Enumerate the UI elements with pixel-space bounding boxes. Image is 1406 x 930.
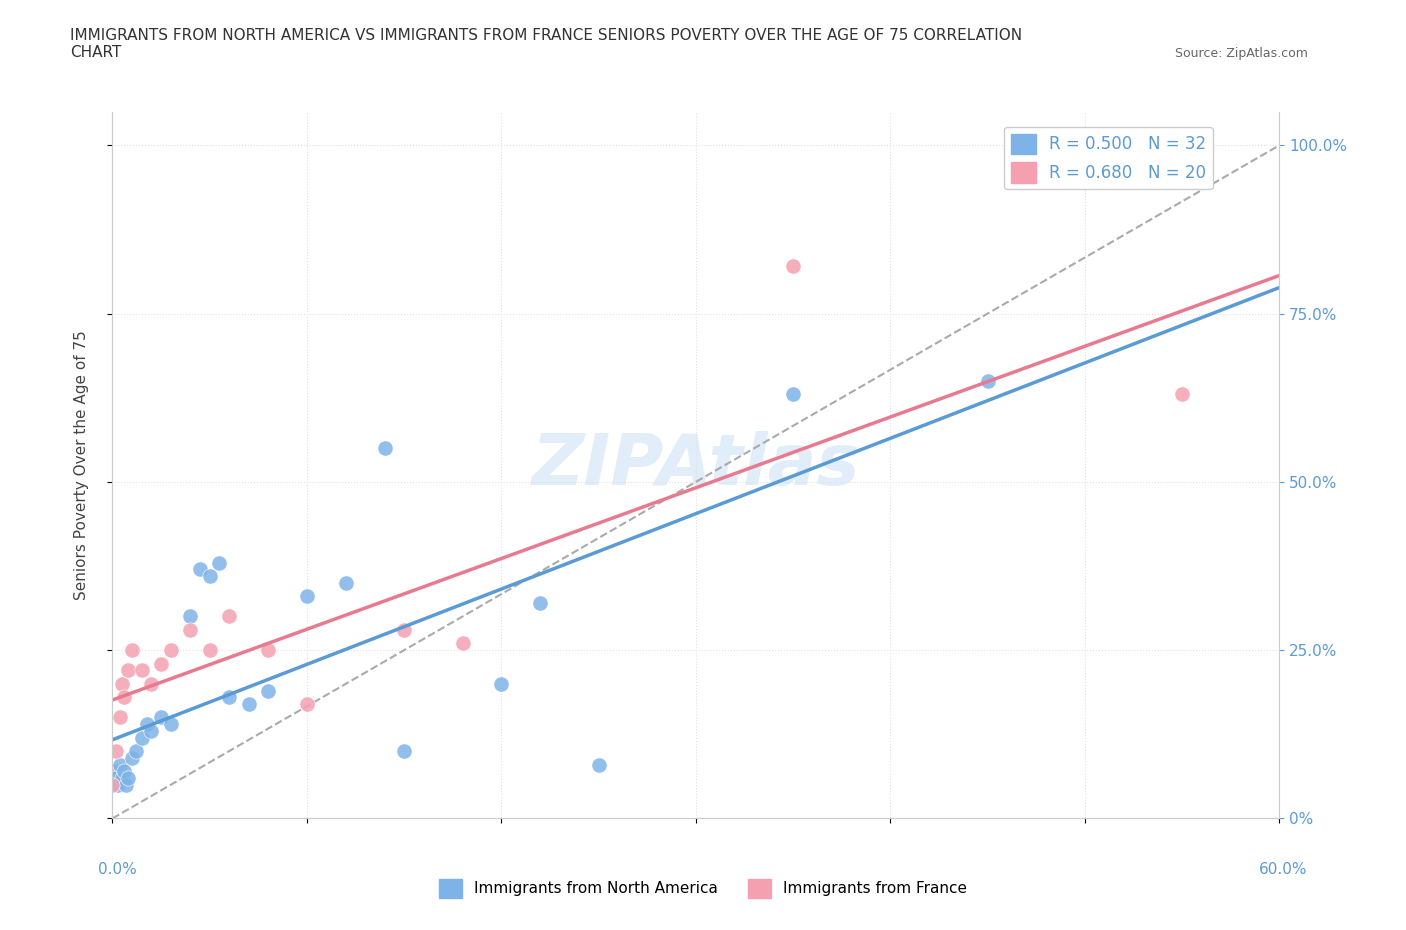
Point — [782, 259, 804, 273]
Point — [105, 744, 128, 759]
Text: ZIPAtlas: ZIPAtlas — [531, 431, 860, 499]
Point — [112, 690, 135, 705]
Point — [110, 757, 132, 772]
Point — [451, 636, 474, 651]
Point — [257, 643, 280, 658]
Point — [179, 622, 201, 637]
Point — [121, 643, 143, 658]
Point — [588, 757, 610, 772]
Point — [491, 676, 513, 691]
Point — [160, 643, 183, 658]
Point — [295, 589, 318, 604]
Point — [198, 568, 221, 583]
Point — [529, 595, 551, 610]
Point — [179, 609, 201, 624]
Legend: R = 0.500   N = 32, R = 0.680   N = 20: R = 0.500 N = 32, R = 0.680 N = 20 — [1004, 127, 1213, 190]
Text: 0.0%: 0.0% — [98, 862, 138, 877]
Text: Source: ZipAtlas.com: Source: ZipAtlas.com — [1174, 46, 1308, 60]
Point — [131, 730, 153, 745]
Point — [125, 744, 148, 759]
Point — [976, 374, 998, 389]
Point — [218, 609, 240, 624]
Point — [160, 717, 183, 732]
Point — [103, 764, 125, 778]
Point — [198, 643, 221, 658]
Point — [107, 777, 129, 792]
Point — [101, 777, 124, 792]
Point — [141, 676, 163, 691]
Point — [141, 724, 163, 738]
Point — [121, 751, 143, 765]
Point — [218, 690, 240, 705]
Text: IMMIGRANTS FROM NORTH AMERICA VS IMMIGRANTS FROM FRANCE SENIORS POVERTY OVER THE: IMMIGRANTS FROM NORTH AMERICA VS IMMIGRA… — [70, 28, 1022, 60]
Point — [150, 657, 173, 671]
Point — [257, 683, 280, 698]
Point — [111, 771, 134, 786]
Point — [295, 697, 318, 711]
Point — [105, 771, 128, 786]
Point — [782, 387, 804, 402]
Point — [335, 576, 357, 591]
Point — [136, 717, 159, 732]
Point — [1171, 387, 1194, 402]
Point — [111, 676, 134, 691]
Point — [394, 744, 416, 759]
Point — [188, 562, 211, 577]
Point — [117, 663, 139, 678]
Point — [131, 663, 153, 678]
Text: 60.0%: 60.0% — [1260, 862, 1308, 877]
Point — [115, 777, 138, 792]
Point — [238, 697, 260, 711]
Point — [110, 710, 132, 724]
Y-axis label: Seniors Poverty Over the Age of 75: Seniors Poverty Over the Age of 75 — [75, 330, 89, 600]
Point — [394, 622, 416, 637]
Point — [101, 771, 124, 786]
Legend: Immigrants from North America, Immigrants from France: Immigrants from North America, Immigrant… — [433, 873, 973, 904]
Point — [112, 764, 135, 778]
Point — [374, 441, 396, 456]
Point — [208, 555, 231, 570]
Point — [150, 710, 173, 724]
Point — [117, 771, 139, 786]
